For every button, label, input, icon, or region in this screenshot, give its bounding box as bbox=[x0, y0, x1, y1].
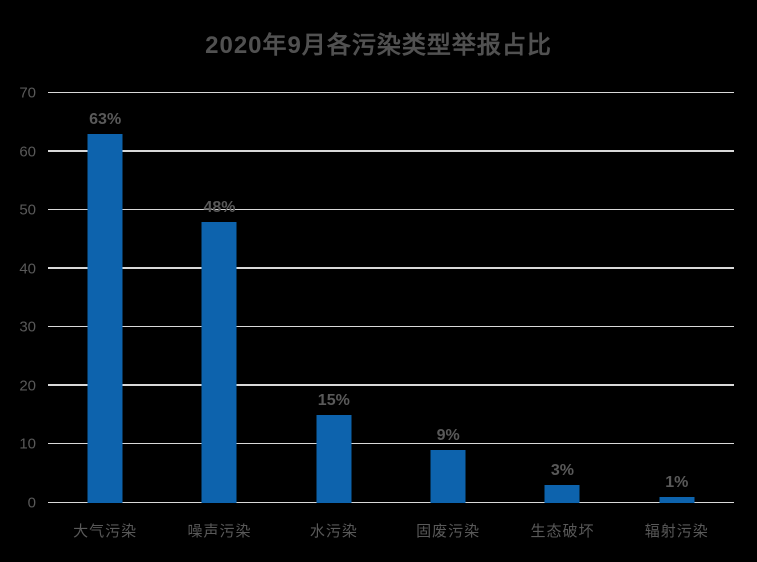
gridline bbox=[48, 384, 734, 386]
bar-slot: 1% bbox=[620, 93, 734, 503]
bar-value-label: 1% bbox=[665, 474, 689, 492]
bar-5 bbox=[659, 497, 695, 503]
y-axis-labels: 0 10 20 30 40 50 60 70 bbox=[0, 86, 36, 511]
y-tick-label: 60 bbox=[19, 143, 36, 161]
bar-slot: 48% bbox=[162, 93, 276, 503]
gridline bbox=[48, 150, 734, 152]
bar-0 bbox=[87, 134, 123, 503]
plot-area: 63% 48% 15% 9% 3% 1% bbox=[48, 91, 734, 503]
bar-value-label: 9% bbox=[436, 427, 460, 445]
bar-slot: 3% bbox=[505, 93, 619, 503]
gridlines bbox=[48, 91, 734, 503]
y-tick-label: 30 bbox=[19, 318, 36, 336]
y-tick-label: 0 bbox=[27, 494, 36, 512]
gridline bbox=[48, 91, 734, 93]
x-category-label: 生态破坏 bbox=[530, 523, 595, 540]
chart-title: 2020年9月各污染类型举报占比 bbox=[205, 32, 552, 59]
x-category-label: 水污染 bbox=[309, 523, 358, 540]
bar-value-label: 48% bbox=[203, 198, 236, 216]
bar-value-label: 63% bbox=[89, 111, 122, 128]
y-tick-label: 50 bbox=[19, 201, 36, 219]
bar-3 bbox=[430, 450, 466, 503]
y-tick-label: 40 bbox=[19, 260, 36, 278]
y-tick-label: 10 bbox=[19, 435, 36, 453]
bar-slot: 63% bbox=[48, 93, 162, 503]
y-tick-label: 70 bbox=[19, 84, 36, 102]
bar-value-label: 3% bbox=[550, 462, 575, 480]
gridline bbox=[48, 208, 734, 211]
bar-value-label: 15% bbox=[317, 392, 350, 410]
bar-slot: 9% bbox=[391, 93, 505, 503]
bars: 63% 48% 15% 9% 3% 1% bbox=[48, 93, 734, 503]
y-tick-label: 20 bbox=[19, 377, 36, 395]
bar-slot: 15% bbox=[277, 93, 391, 503]
x-category-label: 大气污染 bbox=[73, 523, 138, 540]
gridline bbox=[48, 267, 734, 269]
bar-4 bbox=[544, 485, 580, 503]
x-category-label: 固废污染 bbox=[416, 523, 481, 540]
x-category-label: 噪声污染 bbox=[187, 523, 252, 540]
bar-2 bbox=[316, 415, 352, 503]
gridline bbox=[48, 442, 734, 445]
x-axis-labels: 大气污染 噪声污染 水污染 固废污染 生态破坏 辐射污染 bbox=[48, 520, 734, 541]
gridline bbox=[48, 325, 734, 328]
gridline bbox=[48, 501, 734, 503]
x-category-label: 辐射污染 bbox=[644, 523, 709, 540]
bar-1 bbox=[201, 221, 237, 503]
